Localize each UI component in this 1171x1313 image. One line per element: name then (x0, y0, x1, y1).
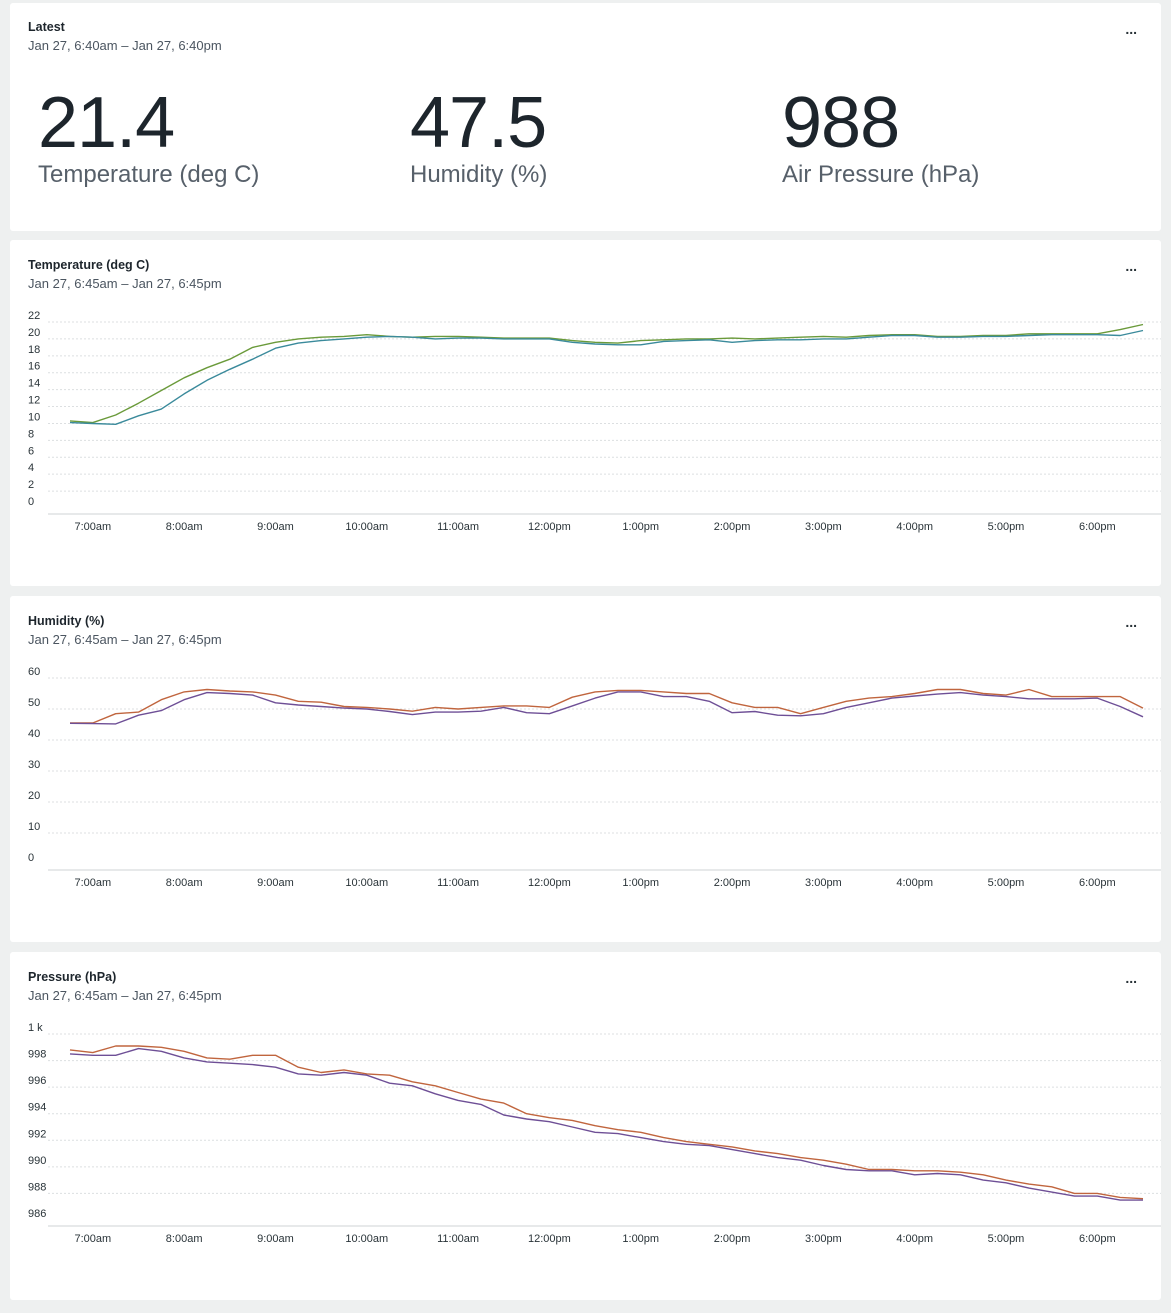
x-tick-label: 5:00pm (988, 877, 1025, 889)
x-tick-label: 3:00pm (805, 521, 842, 533)
x-tick-label: 4:00pm (896, 877, 933, 889)
x-tick-label: 7:00am (74, 1233, 111, 1245)
x-tick-label: 12:00pm (528, 1233, 571, 1245)
y-tick-label: 18 (28, 344, 40, 356)
y-tick-label: 10 (28, 411, 40, 423)
more-options-icon[interactable]: ... (1125, 614, 1137, 630)
temperature-metric: 21.4 Temperature (deg C) (38, 81, 259, 189)
y-tick-label: 2 (28, 479, 34, 491)
x-tick-label: 1:00pm (622, 1233, 659, 1245)
y-tick-label: 30 (28, 759, 40, 771)
y-tick-label: 992 (28, 1128, 46, 1140)
series-line-sensor-1 (69, 323, 1144, 424)
y-tick-label: 998 (28, 1049, 46, 1061)
humidity-line-chart[interactable]: 0 10 20 30 40 50 60 7:00am 8:00am 9:00am 10:00am 11… (10, 656, 1161, 976)
card-time-range: Jan 27, 6:45am – Jan 27, 6:45pm (28, 632, 222, 647)
series-line-sensor-2 (69, 691, 1144, 725)
card-time-range: Jan 27, 6:45am – Jan 27, 6:45pm (28, 988, 222, 1003)
series-line-sensor-2 (69, 329, 1144, 426)
x-tick-label: 8:00am (166, 1233, 203, 1245)
card-title: Pressure (hPa) (28, 970, 117, 984)
y-tick-label: 8 (28, 428, 34, 440)
latest-card: Latest Jan 27, 6:40am – Jan 27, 6:40pm .… (10, 3, 1161, 231)
y-tick-label: 40 (28, 728, 40, 740)
metric-value: 47.5 (410, 83, 547, 163)
x-tick-label: 6:00pm (1079, 877, 1116, 889)
y-tick-label: 50 (28, 697, 40, 709)
x-tick-label: 11:00am (437, 1233, 479, 1245)
x-tick-label: 2:00pm (714, 877, 751, 889)
metric-value: 988 (782, 83, 900, 163)
x-tick-label: 4:00pm (896, 1233, 933, 1245)
y-tick-label: 14 (28, 378, 40, 390)
x-tick-label: 10:00am (345, 521, 388, 533)
x-tick-label: 9:00am (257, 1233, 294, 1245)
y-tick-label: 16 (28, 361, 40, 373)
x-tick-label: 8:00am (166, 877, 203, 889)
y-tick-label: 20 (28, 327, 40, 339)
card-title: Humidity (%) (28, 614, 105, 628)
air-pressure-metric: 988 Air Pressure (hPa) (782, 81, 979, 189)
y-tick-label: 20 (28, 790, 40, 802)
card-title: Temperature (deg C) (28, 258, 150, 272)
y-tick-label: 1 k (28, 1022, 43, 1034)
metric-label: Temperature (deg C) (38, 161, 260, 188)
y-tick-label: 994 (28, 1102, 46, 1114)
series-line-sensor-2 (69, 1047, 1143, 1201)
y-tick-label: 986 (28, 1208, 46, 1220)
x-tick-label: 6:00pm (1079, 521, 1116, 533)
x-tick-label: 3:00pm (805, 1233, 842, 1245)
y-tick-label: 60 (28, 666, 40, 678)
series-line-sensor-1 (69, 1045, 1144, 1200)
x-tick-label: 11:00am (437, 877, 479, 889)
x-tick-label: 2:00pm (714, 1233, 751, 1245)
y-tick-label: 6 (28, 445, 34, 457)
x-tick-label: 2:00pm (714, 521, 751, 533)
x-tick-label: 9:00am (257, 521, 294, 533)
y-tick-label: 12 (28, 395, 40, 407)
series-line-sensor-1 (70, 688, 1144, 724)
y-tick-label: 10 (28, 821, 40, 833)
humidity-metric: 47.5 Humidity (%) (410, 81, 547, 189)
more-options-icon[interactable]: ... (1125, 21, 1137, 37)
x-tick-label: 1:00pm (622, 521, 659, 533)
x-tick-label: 11:00am (437, 521, 479, 533)
y-tick-label: 4 (28, 462, 34, 474)
x-tick-label: 5:00pm (988, 521, 1025, 533)
y-tick-label: 996 (28, 1075, 46, 1087)
x-tick-label: 12:00pm (528, 877, 571, 889)
x-tick-label: 4:00pm (896, 521, 933, 533)
y-tick-label: 0 (28, 852, 34, 864)
more-options-icon[interactable]: ... (1125, 258, 1137, 274)
card-time-range: Jan 27, 6:40am – Jan 27, 6:40pm (28, 38, 222, 53)
card-time-range: Jan 27, 6:45am – Jan 27, 6:45pm (28, 276, 222, 291)
x-tick-label: 7:00am (74, 521, 111, 533)
metric-value: 21.4 (38, 83, 175, 163)
x-tick-label: 12:00pm (528, 521, 571, 533)
pressure-line-chart[interactable]: 986 988 990 992 994 996 998 1 k 7:00am 8:00am 9:00… (10, 1012, 1161, 1313)
y-tick-label: 0 (28, 496, 34, 508)
x-tick-label: 5:00pm (988, 1233, 1025, 1245)
x-tick-label: 9:00am (257, 877, 294, 889)
x-tick-label: 6:00pm (1079, 1233, 1116, 1245)
x-tick-label: 3:00pm (805, 877, 842, 889)
metric-label: Humidity (%) (410, 161, 548, 188)
metric-label: Air Pressure (hPa) (782, 161, 980, 188)
temperature-chart-card: Temperature (deg C) Jan 27, 6:45am – Jan… (10, 240, 1161, 586)
y-tick-label: 22 (28, 310, 40, 322)
temperature-line-chart[interactable]: 0 2 4 6 8 10 12 14 16 18 20 22 7:00am 8:00am 9:00am 10:… (10, 300, 1161, 620)
card-title: Latest (28, 20, 65, 34)
x-tick-label: 10:00am (345, 877, 388, 889)
more-options-icon[interactable]: ... (1125, 970, 1137, 986)
y-tick-label: 988 (28, 1181, 46, 1193)
x-tick-label: 1:00pm (622, 877, 659, 889)
y-tick-label: 990 (28, 1155, 46, 1167)
pressure-chart-card: Pressure (hPa) Jan 27, 6:45am – Jan 27, … (10, 952, 1161, 1300)
x-tick-label: 8:00am (166, 521, 203, 533)
x-tick-label: 7:00am (74, 877, 111, 889)
x-tick-label: 10:00am (345, 1233, 388, 1245)
humidity-chart-card: Humidity (%) Jan 27, 6:45am – Jan 27, 6:… (10, 596, 1161, 942)
